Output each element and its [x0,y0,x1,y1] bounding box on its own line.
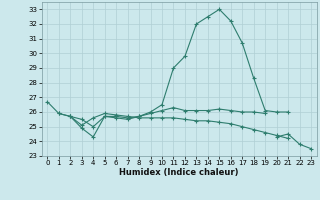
X-axis label: Humidex (Indice chaleur): Humidex (Indice chaleur) [119,168,239,177]
